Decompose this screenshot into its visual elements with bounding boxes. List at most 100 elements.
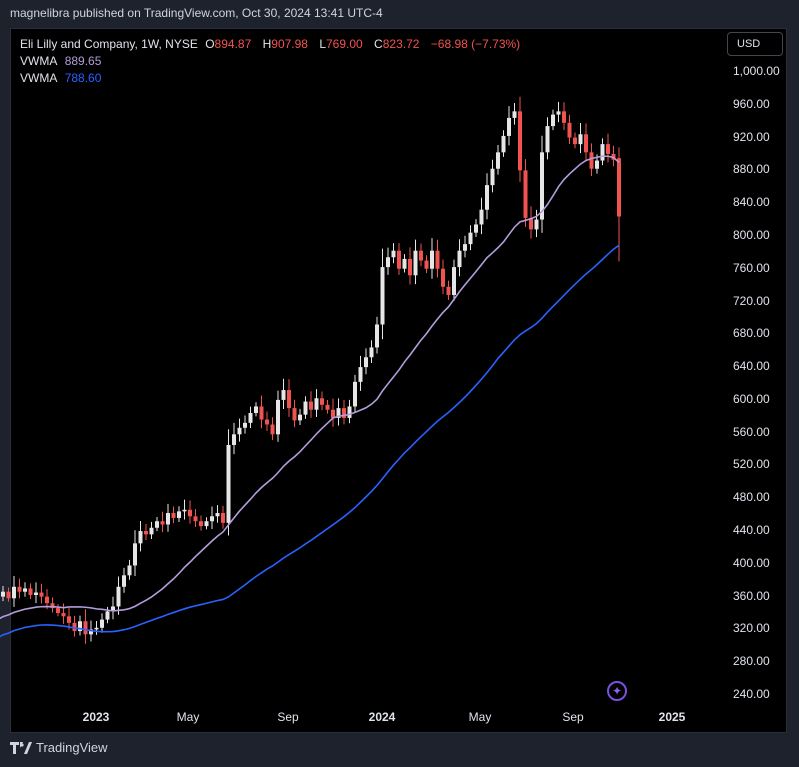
candle: [545, 117, 550, 160]
candle: [320, 391, 324, 411]
candle: [155, 516, 159, 532]
candle-body: [606, 144, 610, 154]
candle-body: [105, 611, 110, 620]
candle: [171, 506, 176, 524]
candle-body: [386, 257, 390, 268]
candle: [138, 521, 143, 552]
time-tick-label: May: [176, 710, 200, 724]
candle-body: [243, 422, 247, 428]
candle-body: [72, 622, 77, 632]
price-tick-label: 1,000.00: [733, 64, 780, 78]
candle: [83, 609, 88, 644]
close-label: C: [374, 37, 383, 51]
candle-body: [331, 409, 335, 418]
candle: [578, 122, 583, 154]
time-tick-label: Sep: [562, 710, 584, 724]
candle: [380, 248, 385, 340]
tradingview-logo[interactable]: TradingView: [10, 740, 108, 755]
candle: [457, 239, 462, 277]
candle: [606, 133, 610, 163]
candle-body: [325, 404, 330, 410]
candle-body: [265, 419, 269, 425]
candle: [501, 130, 506, 157]
candle: [215, 505, 220, 523]
candle-body: [540, 152, 544, 220]
tradingview-logo-icon: [10, 741, 32, 754]
candle-body: [177, 511, 181, 518]
candle-body: [221, 513, 225, 523]
price-tick-label: 800.00: [733, 227, 770, 242]
price-tick-label: 400.00: [733, 555, 770, 570]
change-value: −68.98 (−7.73%): [430, 37, 521, 51]
candle-body: [468, 232, 473, 245]
candle: [325, 399, 330, 414]
candle: [573, 132, 577, 149]
candle-body: [237, 427, 242, 435]
candle-body: [490, 168, 495, 186]
candle: [314, 389, 319, 418]
candle: [353, 374, 357, 413]
candle: [540, 135, 544, 233]
candle-body: [83, 621, 88, 635]
candle: [144, 524, 148, 540]
candle: [424, 255, 429, 273]
chart-panel[interactable]: [10, 28, 787, 733]
time-tick-label: 2025: [658, 710, 686, 724]
candle-body: [226, 444, 231, 523]
sparkle-icon[interactable]: ✦: [607, 681, 627, 701]
indicator-vwma-fast[interactable]: VWMA 889.65: [20, 53, 524, 70]
candle-body: [292, 408, 297, 421]
candle-body: [353, 381, 357, 407]
candle: [100, 613, 104, 633]
candle-body: [6, 591, 11, 599]
candle: [23, 582, 27, 597]
candle-body: [523, 170, 528, 218]
candle-body: [166, 513, 170, 525]
indicator-value: 788.60: [64, 71, 102, 85]
candle-body: [573, 137, 577, 145]
candle-body: [452, 267, 456, 295]
currency-button[interactable]: USD: [727, 32, 783, 56]
candle-body: [600, 144, 605, 161]
candle: [265, 411, 269, 431]
candle-body: [435, 250, 440, 269]
candle-body: [232, 434, 236, 445]
candle: [303, 396, 308, 419]
candle: [518, 96, 522, 183]
candle: [221, 505, 225, 529]
candle-body: [215, 513, 220, 517]
candle-body: [463, 244, 467, 251]
candle-body: [133, 543, 137, 566]
candle: [562, 102, 566, 131]
candle-body: [138, 531, 143, 544]
candle-body: [501, 135, 506, 153]
candle: [496, 144, 500, 175]
indicator-name: VWMA: [20, 71, 58, 85]
candle: [419, 243, 423, 267]
candle-body: [34, 592, 38, 595]
candle-body: [446, 286, 451, 295]
chart-legend: Eli Lilly and Company, 1W, NYSE O894.87 …: [20, 36, 524, 87]
candle-body: [617, 158, 621, 217]
candle: [254, 402, 258, 417]
candle: [600, 138, 605, 166]
candle-body: [397, 250, 401, 269]
candle: [589, 143, 594, 176]
candle-body: [479, 209, 484, 225]
candle: [276, 390, 280, 442]
candle: [61, 603, 66, 624]
candle-body: [430, 250, 434, 269]
symbol-title: Eli Lilly and Company, 1W, NYSE: [20, 37, 198, 51]
candle: [435, 239, 440, 278]
candle-body: [254, 406, 258, 414]
candle: [479, 197, 484, 235]
candle-body: [303, 401, 308, 415]
indicator-vwma-slow[interactable]: VWMA 788.60: [20, 70, 524, 87]
candle-body: [512, 111, 517, 118]
candle-body: [375, 324, 379, 348]
candle: [149, 521, 154, 540]
candle-body: [28, 588, 33, 595]
candle-body: [61, 613, 66, 617]
candle-body: [144, 531, 148, 535]
